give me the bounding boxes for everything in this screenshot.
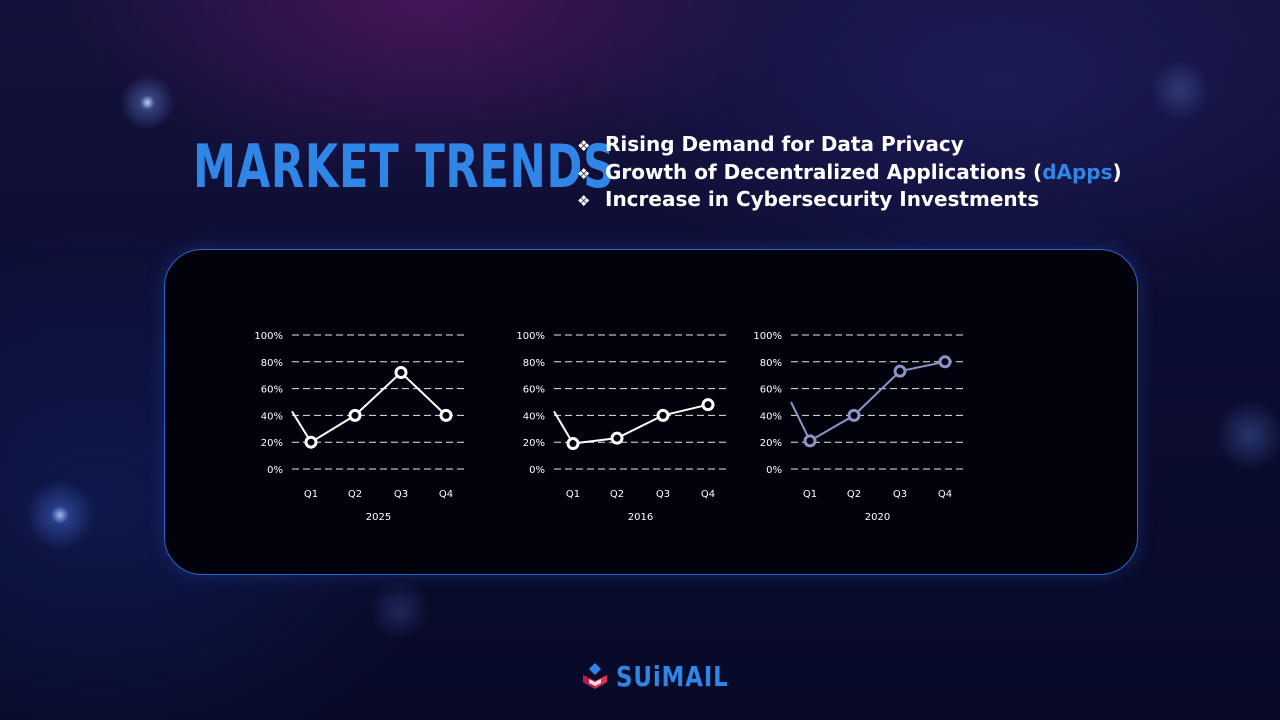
data-point-marker — [304, 435, 318, 449]
y-tick-label: 0% — [766, 465, 782, 476]
bullet-item: ❖ Rising Demand for Data Privacy — [577, 132, 1122, 160]
line-chart-svg: 0% 20% 40% 60% 80% 100% Q1 Q2 Q3 Q4 2016 — [516, 331, 727, 523]
y-tick-label: 20% — [760, 438, 782, 449]
y-tick-label: 0% — [267, 465, 283, 476]
y-tick-label: 60% — [261, 385, 283, 396]
data-point-marker — [701, 398, 715, 412]
diamond-bullet-icon: ❖ — [577, 137, 591, 155]
data-point-marker — [938, 355, 952, 369]
series-line — [572, 403, 709, 445]
line-chart-2025: 0% 20% 40% 60% 80% 100% Q1 Q2 Q3 Q4 2025 — [250, 320, 480, 535]
series-line — [809, 360, 946, 442]
x-tick-label: Q2 — [847, 489, 861, 500]
x-axis-label: 2020 — [865, 512, 890, 523]
y-tick-label: 0% — [529, 465, 545, 476]
x-tick-label: Q4 — [701, 489, 715, 500]
x-tick-label: Q4 — [938, 489, 952, 500]
background-glow — [120, 75, 175, 130]
line-chart-2020: 0% 20% 40% 60% 80% 100% Q1 Q2 Q3 Q4 2020 — [749, 320, 979, 535]
data-point-marker — [439, 408, 453, 422]
bullet-text: ) — [1112, 159, 1122, 184]
x-tick-label: Q4 — [439, 489, 453, 500]
logo-wordmark: SUiMAIL — [616, 660, 729, 693]
data-point-marker — [803, 434, 817, 448]
bullet-item: ❖ Growth of Decentralized Applications (d… — [577, 160, 1122, 188]
bullet-item: ❖ Increase in Cybersecurity Investments — [577, 187, 1122, 215]
charts-panel — [164, 249, 1138, 575]
x-tick-label: Q1 — [566, 489, 580, 500]
y-tick-label: 40% — [523, 411, 545, 422]
y-tick-label: 80% — [523, 358, 545, 369]
x-tick-label: Q1 — [304, 489, 318, 500]
y-tick-label: 80% — [760, 358, 782, 369]
bullet-highlight: dApps — [1042, 159, 1113, 184]
y-tick-label: 40% — [261, 411, 283, 422]
y-tick-label: 60% — [523, 385, 545, 396]
slide-title: MARKET TRENDS — [193, 132, 615, 202]
y-tick-label: 60% — [760, 385, 782, 396]
x-axis-label: 2025 — [366, 512, 391, 523]
y-tick-label: 40% — [760, 411, 782, 422]
background-glow — [1150, 60, 1210, 120]
data-point-marker — [847, 408, 861, 422]
x-axis-label: 2016 — [628, 512, 653, 523]
bullet-text: Increase in Cybersecurity Investments — [605, 187, 1040, 211]
y-tick-label: 80% — [261, 358, 283, 369]
background-glow — [1215, 400, 1280, 470]
y-tick-label: 20% — [523, 438, 545, 449]
brand-logo: SUiMAIL — [580, 660, 753, 693]
y-tick-label: 100% — [254, 331, 283, 342]
line-chart-svg: 0% 20% 40% 60% 80% 100% Q1 Q2 Q3 Q4 2020 — [753, 331, 964, 523]
data-point-marker — [893, 364, 907, 378]
diamond-bullet-icon: ❖ — [577, 192, 591, 210]
x-tick-label: Q3 — [394, 489, 408, 500]
y-tick-label: 20% — [261, 438, 283, 449]
x-tick-label: Q2 — [610, 489, 624, 500]
line-chart-2016: 0% 20% 40% 60% 80% 100% Q1 Q2 Q3 Q4 2016 — [512, 320, 742, 535]
background-glow — [370, 580, 430, 640]
data-point-marker — [566, 437, 580, 451]
data-point-marker — [348, 408, 362, 422]
bullet-text: Rising Demand for Data Privacy — [605, 132, 964, 156]
background-glow — [25, 480, 95, 550]
diamond-bullet-icon: ❖ — [577, 164, 591, 183]
x-tick-label: Q3 — [893, 489, 907, 500]
y-tick-label: 100% — [516, 331, 545, 342]
x-tick-label: Q3 — [656, 489, 670, 500]
x-tick-label: Q2 — [348, 489, 362, 500]
series-line — [310, 371, 447, 444]
series-lead-in-line — [790, 401, 811, 442]
x-tick-label: Q1 — [803, 489, 817, 500]
y-tick-label: 100% — [753, 331, 782, 342]
trend-bullet-list: ❖ Rising Demand for Data Privacy ❖ Growth … — [577, 132, 1122, 215]
bullet-text: Growth of Decentralized Applications ( — [605, 159, 1043, 184]
data-point-marker — [610, 431, 624, 445]
suimail-logo-icon — [583, 662, 607, 689]
line-chart-svg: 0% 20% 40% 60% 80% 100% Q1 Q2 Q3 Q4 2025 — [254, 331, 465, 523]
data-point-marker — [394, 366, 408, 380]
data-point-marker — [656, 408, 670, 422]
